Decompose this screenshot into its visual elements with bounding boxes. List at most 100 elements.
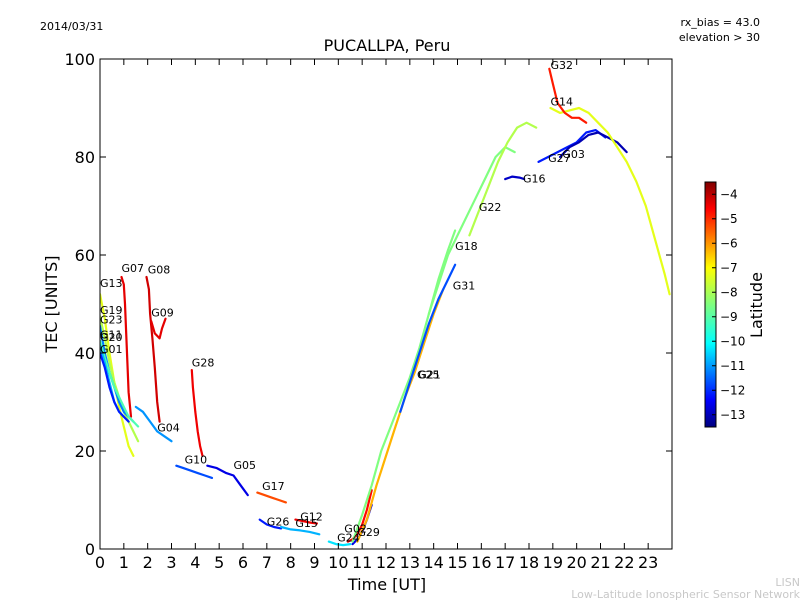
series-g02 [346,489,373,543]
colorbar-tick-label: −13 [720,408,745,422]
satellite-label-g16: G16 [523,173,546,186]
series-g12 [294,518,318,525]
series-g10 [175,464,214,479]
series-g01 [100,351,130,423]
series-g28 [190,369,204,457]
x-tick-label: 12 [376,553,396,572]
x-tick-label: 20 [566,553,586,572]
satellite-label-g13: G13 [100,277,123,290]
y-tick-label: 60 [75,246,95,265]
satellite-label-g21: G21 [418,369,441,382]
series-layer [100,67,671,547]
series-g22 [468,121,538,237]
x-tick-label: 1 [119,553,129,572]
satellite-label-g31: G31 [453,279,476,292]
satellite-label-g29: G29 [357,526,380,539]
colorbar [704,181,717,428]
satellite-label-g10: G10 [185,453,208,466]
x-axis-label: Time [UT] [347,575,426,594]
y-tick-label: 40 [75,344,95,363]
satellite-label-g01: G01 [100,343,123,356]
satellite-label-g17: G17 [262,480,285,493]
satellite-label-g26: G26 [267,516,290,529]
series-g25 [356,288,445,543]
satellite-label-g27: G27 [548,152,571,165]
colorbar-tick-label: −6 [720,236,738,250]
x-tick-label: 14 [423,553,443,572]
credit-short: LISN [775,576,800,589]
x-tick-label: 17 [495,553,515,572]
colorbar-tick-label: −9 [720,310,738,324]
series-g17 [256,491,287,504]
colorbar-tick-label: −7 [720,261,738,275]
x-tick-label: 7 [262,553,272,572]
satellite-label-g20: G20 [100,331,123,344]
x-axis: 0 1 2 3 4 5 6 7 8 9 10 11 12 13 14 15 16 17 18 19 20 21 22 23 [95,59,658,572]
satellite-label-g32: G32 [551,59,574,72]
series-g11 [100,339,140,428]
satellite-label-g14: G14 [551,96,574,109]
elevation-label: elevation > 30 [679,31,760,44]
satellite-label-g07: G07 [122,262,145,275]
x-tick-label: 18 [519,553,539,572]
y-axis: 0 20 40 60 80 100 [64,50,672,559]
y-tick-label: 100 [64,50,95,69]
x-tick-label: 0 [95,553,105,572]
series-g24 [327,540,352,547]
satellite-label-g25: G25 [417,369,440,382]
satellite-label-g02: G02 [344,522,367,535]
series-g09 [150,317,167,340]
x-tick-label: 4 [190,553,200,572]
y-tick-label: 80 [75,148,95,167]
x-tick-label: 10 [328,553,348,572]
colorbar-tick-label: −12 [720,383,745,397]
satellite-label-g08: G08 [148,264,171,277]
satellite-label-g05: G05 [234,459,257,472]
date-label: 2014/03/31 [40,20,103,33]
colorbar-tick-label: −8 [720,285,738,299]
satellite-label-g12: G12 [300,511,323,524]
credit-long: Low-Latitude Ionospheric Sensor Network [571,588,800,600]
series-g14 [549,106,671,296]
series-g21 [351,229,457,543]
x-tick-label: 13 [400,553,420,572]
x-tick-label: 21 [590,553,610,572]
series-g15 [280,525,321,536]
satellite-label-g09: G09 [151,306,174,319]
x-tick-label: 3 [166,553,176,572]
series-g18 [427,146,516,315]
rx-bias-label: rx_bias = 43.0 [681,16,760,29]
series-g16 [504,175,526,181]
series-g32 [548,67,588,124]
y-tick-label: 0 [85,540,95,559]
series-g07 [120,275,133,418]
x-tick-label: 15 [447,553,467,572]
series-g26 [258,518,283,530]
colorbar-tick-label: −10 [720,334,745,348]
satellite-label-g24: G24 [337,532,360,545]
colorbar-tick-label: −5 [720,212,738,226]
y-axis-label: TEC [UNITS] [42,256,61,354]
colorbar-tick-label: −11 [720,359,745,373]
y-tick-label: 20 [75,442,95,461]
colorbar-tick-label: −4 [720,187,738,201]
colorbar-label: Latitude [747,272,766,338]
colorbar-ticks: −4 −5 −6 −7 −8 −9 −10 −11 −12 −13 [712,187,745,422]
x-tick-label: 5 [214,553,224,572]
x-tick-label: 8 [286,553,296,572]
x-tick-label: 16 [471,553,491,572]
satellite-label-g28: G28 [192,357,215,370]
satellite-label-g04: G04 [157,421,180,434]
satellite-label-g23: G23 [100,314,123,327]
x-tick-label: 9 [309,553,319,572]
satellite-label-g11: G11 [100,328,123,341]
satellite-label-g22: G22 [479,201,502,214]
x-tick-label: 2 [143,553,153,572]
x-tick-label: 6 [238,553,248,572]
series-g31 [399,263,457,413]
satellite-label-g15: G15 [295,517,318,530]
chart-title: PUCALLPA, Peru [324,36,451,55]
series-g05 [206,464,249,497]
